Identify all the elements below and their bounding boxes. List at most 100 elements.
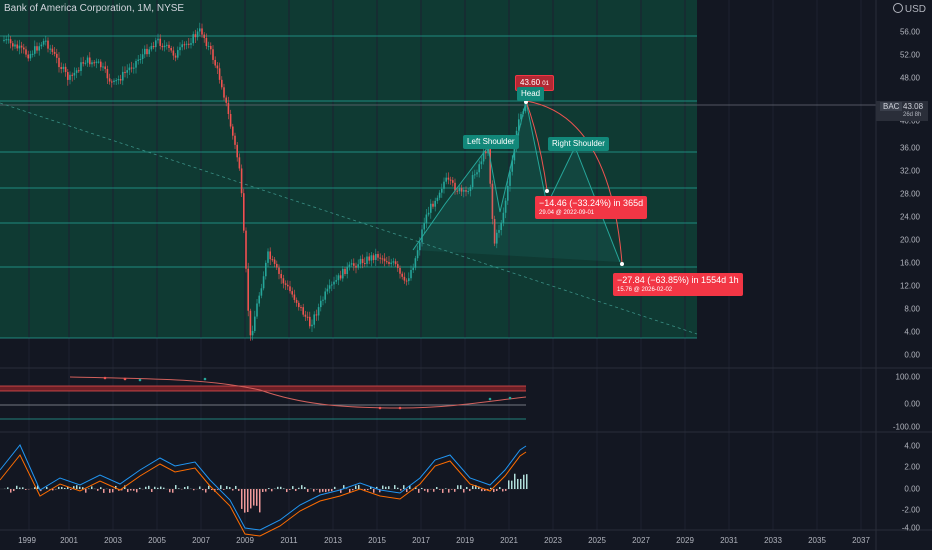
macd-bar bbox=[352, 489, 354, 491]
target1-sub: 29.04 @ 2022-09-01 bbox=[539, 210, 595, 216]
candle-body bbox=[309, 316, 311, 327]
macd-bar bbox=[34, 487, 36, 489]
candle-body bbox=[203, 34, 205, 38]
macd-bar bbox=[298, 487, 300, 489]
candle-body bbox=[256, 303, 258, 317]
price-tick: 12.00 bbox=[899, 281, 920, 291]
right-shoulder-label[interactable]: Right Shoulder bbox=[548, 137, 609, 151]
head-label[interactable]: Head bbox=[517, 87, 545, 101]
target2-label[interactable]: −27.84 (−63.85%) in 1554d 1h 15.76 @ 2026… bbox=[613, 273, 743, 296]
candle-body bbox=[119, 78, 122, 81]
osc-tick: -100.00 bbox=[892, 422, 920, 432]
macd-bar bbox=[13, 489, 15, 492]
osc-marker bbox=[123, 377, 127, 381]
macd-bar bbox=[115, 485, 117, 489]
macd-bar bbox=[136, 489, 138, 493]
macd-bar bbox=[7, 487, 9, 489]
candle-body bbox=[324, 291, 326, 300]
candle-body bbox=[436, 197, 439, 201]
candle-body bbox=[38, 46, 40, 51]
osc-marker bbox=[378, 406, 382, 410]
macd-bar bbox=[382, 485, 384, 489]
candle-body bbox=[245, 230, 247, 269]
candle-body bbox=[414, 258, 417, 268]
candle-body bbox=[40, 44, 43, 47]
candle-body bbox=[69, 74, 71, 80]
candle-body bbox=[306, 316, 309, 318]
macd-bar bbox=[481, 489, 483, 492]
macd-bar bbox=[406, 489, 408, 493]
left-shoulder-label[interactable]: Left Shoulder bbox=[463, 135, 519, 149]
price-tick: 56.00 bbox=[899, 27, 920, 37]
macd-bar bbox=[211, 489, 213, 491]
candle-body bbox=[401, 273, 403, 277]
macd-bar bbox=[25, 489, 27, 490]
pattern-levels[interactable] bbox=[0, 35, 697, 339]
macd-bar bbox=[16, 485, 18, 489]
candle-body bbox=[93, 62, 95, 64]
candle-body bbox=[276, 263, 278, 268]
candle-body bbox=[357, 264, 359, 268]
candle-body bbox=[344, 268, 346, 274]
candle-body bbox=[273, 259, 276, 264]
candle-body bbox=[454, 182, 456, 191]
target1-point bbox=[545, 189, 549, 193]
candle-body bbox=[139, 58, 142, 60]
pattern-zone bbox=[0, 0, 697, 338]
candle-body bbox=[381, 258, 384, 260]
candle-body bbox=[388, 261, 390, 264]
candle-body bbox=[445, 177, 447, 182]
price-tick: 24.00 bbox=[899, 212, 920, 222]
candle-body bbox=[247, 268, 249, 311]
macd-bar bbox=[493, 489, 495, 493]
candle-body bbox=[251, 330, 254, 336]
grid bbox=[28, 0, 862, 530]
candle-body bbox=[201, 28, 203, 35]
osc-marker bbox=[138, 378, 142, 382]
candle-body bbox=[410, 270, 412, 279]
candle-body bbox=[161, 45, 164, 48]
candle-body bbox=[493, 218, 496, 244]
currency-selector[interactable]: USD bbox=[892, 3, 926, 15]
candle-body bbox=[399, 267, 401, 274]
candle-body bbox=[287, 284, 289, 287]
candle-body bbox=[350, 263, 353, 265]
macd-bar bbox=[295, 489, 297, 492]
candle-body bbox=[106, 69, 109, 79]
macd-bar bbox=[505, 489, 507, 491]
candle-body bbox=[45, 40, 47, 42]
price-tick: 20.00 bbox=[899, 235, 920, 245]
candle-body bbox=[157, 38, 159, 41]
macd-bar bbox=[322, 489, 324, 492]
macd-tick: 2.00 bbox=[904, 462, 920, 472]
macd-bar bbox=[436, 487, 438, 489]
candle-body bbox=[430, 203, 432, 213]
candle-body bbox=[403, 276, 406, 281]
candle-body bbox=[291, 291, 293, 295]
candle-body bbox=[128, 67, 131, 71]
candle-body bbox=[212, 49, 214, 60]
candle-body bbox=[317, 307, 320, 316]
macd-bar bbox=[226, 486, 228, 489]
candle-body bbox=[353, 263, 355, 266]
candle-body bbox=[390, 262, 392, 264]
candle-body bbox=[452, 180, 454, 183]
symbol-info[interactable]: Bank of America Corporation, 1M, NYSE bbox=[4, 3, 185, 14]
macd-bar bbox=[475, 485, 477, 489]
candle-body bbox=[183, 44, 186, 46]
candle-body bbox=[513, 148, 516, 161]
price-tick: 8.00 bbox=[904, 304, 920, 314]
candle-body bbox=[141, 54, 144, 59]
macd-bar bbox=[67, 487, 69, 489]
macd-bar bbox=[271, 489, 273, 492]
macd-bar bbox=[358, 485, 360, 489]
candle-body bbox=[179, 47, 181, 51]
target1-label[interactable]: −14.46 (−33.24%) in 365d 29.04 @ 2022-09-… bbox=[535, 196, 648, 219]
trend-line[interactable] bbox=[0, 102, 698, 335]
macd-bar bbox=[433, 489, 435, 492]
head-shoulders-pattern[interactable] bbox=[412, 100, 621, 263]
macd-bar bbox=[418, 489, 420, 493]
projection-arc-1[interactable] bbox=[525, 100, 548, 191]
macd-bar bbox=[250, 489, 252, 509]
